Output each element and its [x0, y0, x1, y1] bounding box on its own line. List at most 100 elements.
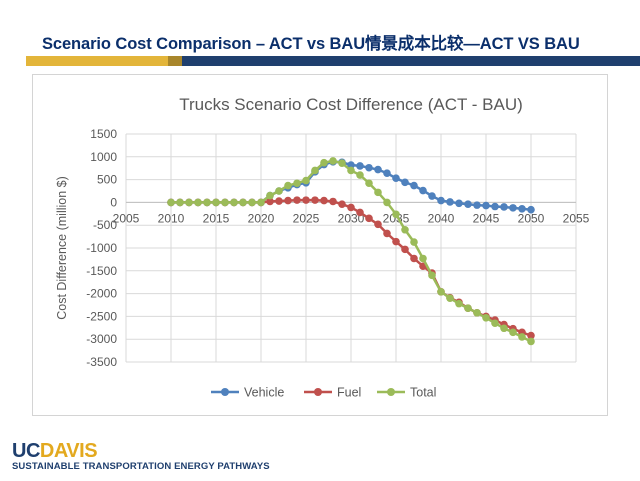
data-point-total	[383, 198, 391, 207]
y-tick-label: -1500	[86, 264, 117, 278]
data-point-total	[491, 319, 499, 328]
data-point-fuel	[266, 197, 274, 206]
data-point-total	[338, 159, 346, 167]
y-axis-label: Cost Difference (million $)	[55, 176, 69, 320]
data-point-total	[437, 287, 445, 296]
chart-frame: Trucks Scenario Cost Difference (ACT - B…	[32, 74, 608, 416]
data-point-total	[392, 210, 400, 219]
data-point-vehicle	[428, 192, 436, 200]
data-point-vehicle	[446, 198, 454, 206]
data-point-total	[527, 337, 535, 346]
legend-marker-total	[387, 388, 395, 396]
data-point-total	[356, 171, 364, 179]
data-point-vehicle	[419, 186, 427, 195]
data-point-fuel	[293, 196, 301, 204]
x-tick-label: 2005	[113, 211, 140, 225]
legend-label-fuel: Fuel	[337, 386, 361, 400]
data-point-fuel	[527, 331, 535, 340]
data-point-total	[302, 176, 310, 185]
y-tick-label: 0	[110, 195, 117, 209]
legend-marker-vehicle	[221, 388, 229, 396]
data-point-total	[347, 166, 355, 175]
data-point-total	[473, 308, 481, 317]
y-tick-label: -2000	[86, 287, 117, 301]
title-underline-blue	[182, 56, 640, 66]
data-point-total	[284, 181, 292, 190]
data-point-total	[365, 179, 373, 188]
x-tick-label: 2020	[248, 211, 275, 225]
x-tick-label: 2055	[563, 211, 590, 225]
data-point-total	[167, 198, 175, 207]
data-point-vehicle	[347, 161, 355, 169]
chart-title: Trucks Scenario Cost Difference (ACT - B…	[179, 95, 523, 114]
data-point-total	[248, 198, 256, 207]
data-point-fuel	[374, 220, 382, 229]
data-point-total	[455, 299, 463, 308]
data-point-vehicle	[509, 204, 517, 212]
y-tick-label: -1000	[86, 241, 117, 255]
data-point-total	[194, 198, 202, 207]
y-tick-label: -3000	[86, 332, 117, 346]
y-tick-label: 1000	[90, 150, 117, 164]
x-tick-label: 2025	[293, 211, 320, 225]
title-underline-gold	[26, 56, 168, 66]
data-point-vehicle	[356, 162, 364, 170]
x-tick-label: 2040	[428, 211, 455, 225]
data-point-total	[410, 238, 418, 246]
data-point-total	[239, 198, 247, 207]
data-point-fuel	[401, 245, 409, 254]
data-point-vehicle	[464, 200, 472, 209]
data-point-vehicle	[437, 196, 445, 205]
data-point-total	[419, 254, 427, 263]
data-point-total	[230, 198, 238, 207]
title-underline-darkgold	[168, 56, 182, 66]
data-point-total	[185, 198, 193, 207]
data-point-vehicle	[482, 201, 490, 210]
data-point-total	[221, 198, 229, 207]
data-point-total	[176, 198, 184, 207]
legend-marker-fuel	[314, 388, 322, 396]
x-tick-label: 2050	[518, 211, 545, 225]
data-point-vehicle	[500, 203, 508, 211]
line-chart: Trucks Scenario Cost Difference (ACT - B…	[55, 95, 590, 400]
data-point-total	[401, 225, 409, 234]
footer-tagline: SUSTAINABLE TRANSPORTATION ENERGY PATHWA…	[12, 461, 270, 472]
data-point-vehicle	[401, 178, 409, 187]
data-point-total	[509, 328, 517, 337]
data-point-total	[203, 198, 211, 207]
data-point-fuel	[347, 203, 355, 212]
data-point-total	[374, 188, 382, 197]
data-point-total	[311, 166, 319, 175]
data-point-fuel	[410, 254, 418, 263]
data-point-vehicle	[392, 174, 400, 183]
x-tick-label: 2015	[203, 211, 230, 225]
data-point-total	[257, 198, 265, 207]
data-point-fuel	[392, 237, 400, 246]
data-point-total	[293, 179, 301, 188]
data-point-total	[275, 187, 283, 195]
data-point-vehicle	[518, 204, 526, 213]
x-tick-label: 2045	[473, 211, 500, 225]
data-point-fuel	[365, 214, 373, 223]
y-tick-label: 1500	[90, 127, 117, 141]
data-point-total	[464, 304, 472, 312]
data-point-vehicle	[383, 169, 391, 178]
data-point-vehicle	[374, 165, 382, 174]
data-point-vehicle	[365, 163, 373, 172]
data-point-total	[428, 271, 436, 280]
data-point-fuel	[311, 196, 319, 204]
data-point-vehicle	[473, 201, 481, 209]
data-point-total	[446, 294, 454, 302]
data-point-vehicle	[527, 205, 535, 214]
slide-title: Scenario Cost Comparison – ACT vs BAU情景成…	[42, 35, 580, 53]
y-tick-label: -2500	[86, 309, 117, 323]
data-point-fuel	[356, 208, 364, 217]
data-point-total	[500, 324, 508, 333]
legend-label-total: Total	[410, 386, 436, 400]
data-point-vehicle	[410, 181, 418, 190]
y-tick-label: 500	[97, 173, 117, 187]
y-tick-label: -500	[93, 218, 117, 232]
data-point-total	[320, 158, 328, 167]
x-tick-label: 2010	[158, 211, 185, 225]
data-point-fuel	[383, 229, 391, 238]
